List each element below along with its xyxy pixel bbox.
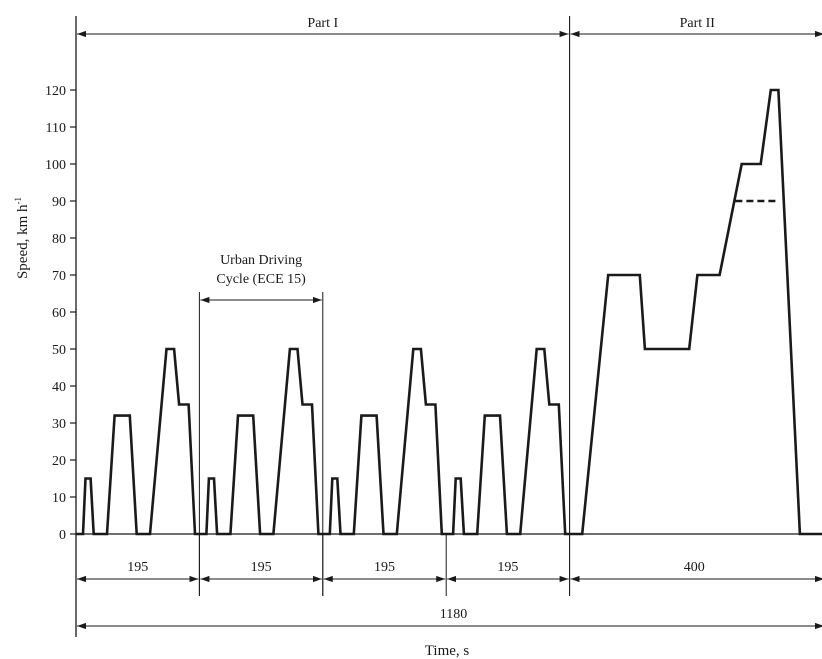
part-i-label: Part I xyxy=(307,16,338,31)
y-tick-label: 70 xyxy=(52,269,66,284)
speed-profile-line xyxy=(76,88,822,536)
segment-label: 195 xyxy=(374,560,395,575)
segment-label: 400 xyxy=(684,560,705,575)
urban-cycle-label-line2: Cycle (ECE 15) xyxy=(216,272,306,287)
y-tick-label: 90 xyxy=(52,195,66,210)
y-axis-ticks: 0 10 20 30 40 50 60 70 80 90 100 110 120 xyxy=(45,84,76,543)
y-axis-label: Speed, km h-1 xyxy=(13,197,31,279)
segment-label: 195 xyxy=(251,560,272,575)
x-axis-label: Time, s xyxy=(425,643,470,659)
series-layer xyxy=(75,88,822,536)
y-tick-label: 40 xyxy=(52,380,66,395)
y-tick-label: 120 xyxy=(45,84,66,99)
part-ii-label: Part II xyxy=(680,16,716,31)
segment-label: 195 xyxy=(127,560,148,575)
y-axis-label-superscript: -1 xyxy=(13,197,23,205)
y-tick-label: 80 xyxy=(52,232,66,247)
total-label: 1180 xyxy=(440,607,467,622)
y-axis-label-text: Speed, km h xyxy=(15,204,31,279)
y-tick-label: 30 xyxy=(52,417,66,432)
y-tick-label: 110 xyxy=(46,121,66,136)
y-tick-label: 0 xyxy=(59,528,66,543)
segment-label: 195 xyxy=(497,560,518,575)
y-tick-label: 100 xyxy=(45,158,66,173)
urban-cycle-label-line1: Urban Driving xyxy=(220,253,302,268)
annotations: Part I Part II Urban Driving Cycle (ECE 15)… xyxy=(77,16,822,630)
axes xyxy=(75,16,819,637)
y-tick-label: 60 xyxy=(52,306,66,321)
y-tick-label: 50 xyxy=(52,343,66,358)
y-tick-label: 10 xyxy=(52,491,66,506)
y-tick-label: 20 xyxy=(52,454,66,469)
